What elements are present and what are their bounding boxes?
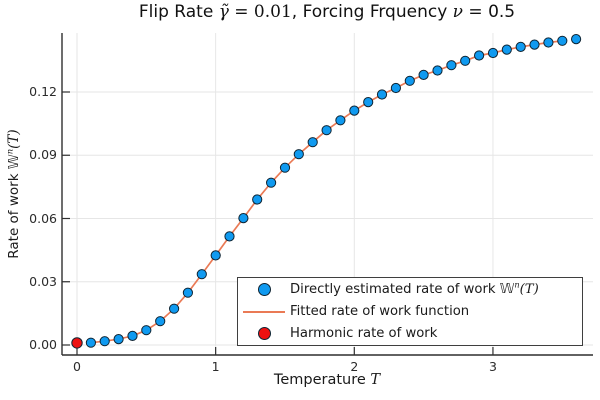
data-point (113, 334, 124, 345)
data-point (529, 39, 540, 50)
legend-marker-cell (238, 327, 290, 340)
legend-label-text: Directly estimated rate of work (290, 282, 500, 297)
data-point (501, 44, 512, 55)
harmonic-point (71, 337, 83, 349)
x-axis-label-text: Temperature (273, 372, 371, 388)
data-point (279, 162, 291, 173)
y-tick-label: 0.06 (29, 210, 57, 226)
data-point (293, 149, 304, 160)
chart-title: Flip Rate γ̃ = 0.01, Forcing Frquency ν … (62, 2, 592, 22)
data-point (446, 60, 457, 71)
data-point (266, 177, 277, 188)
data-point (390, 82, 401, 94)
title-gamma-value: = 0.01 (228, 2, 292, 22)
data-point (335, 115, 346, 126)
data-point (307, 137, 318, 148)
y-axis-label-paren: (T) (6, 129, 22, 149)
title-nu-value: = 0.5 (463, 2, 516, 22)
title-gamma-symbol: γ̃ (218, 2, 229, 22)
data-point (432, 65, 443, 76)
legend-label-fitted: Fitted rate of work function (290, 304, 470, 319)
x-axis-label: Temperature T (62, 372, 592, 388)
title-text-mid: , Forcing Frquency (291, 2, 453, 22)
data-point (321, 125, 332, 136)
x-tick-label: 2 (350, 359, 359, 374)
data-point (238, 213, 249, 224)
legend-label-paren: (T) (519, 282, 539, 297)
data-point (155, 316, 166, 327)
x-tick-label: 3 (488, 359, 497, 374)
data-point (571, 34, 582, 45)
data-point (196, 269, 207, 280)
legend-marker-cell (238, 310, 290, 313)
data-point (99, 336, 110, 347)
legend-label-estimated: Directly estimated rate of work 𝕎n(T) (290, 279, 539, 297)
data-point (487, 47, 499, 59)
legend-label-superscript: n (514, 279, 520, 290)
data-point (418, 69, 429, 81)
data-point (141, 325, 152, 336)
y-tick-label: 0.12 (29, 84, 57, 99)
data-point (557, 35, 568, 46)
legend-box: Directly estimated rate of work 𝕎n(T) Fi… (237, 277, 583, 346)
legend-label-w-symbol: 𝕎 (499, 282, 515, 297)
data-point (210, 250, 221, 261)
data-point (515, 41, 526, 53)
title-nu-symbol: ν (452, 2, 464, 22)
data-point (363, 97, 374, 108)
data-point (224, 231, 235, 242)
data-point (85, 337, 97, 348)
blue-circle-marker-icon (257, 283, 271, 296)
legend-item-harmonic: Harmonic rate of work (238, 323, 582, 344)
data-point (404, 75, 415, 86)
data-point (376, 89, 388, 100)
orange-line-marker-icon (243, 310, 285, 313)
x-axis-label-symbol: T (370, 372, 381, 388)
legend-marker-cell (238, 283, 290, 296)
title-text: Flip Rate (138, 2, 219, 22)
data-point (169, 303, 180, 314)
legend-item-estimated: Directly estimated rate of work 𝕎n(T) (238, 279, 582, 300)
data-point (127, 330, 138, 341)
y-axis-label-superscript: n (4, 148, 15, 155)
legend-label-harmonic: Harmonic rate of work (290, 326, 438, 341)
data-point (349, 105, 360, 116)
data-point (474, 50, 485, 61)
y-tick-label: 0.00 (29, 337, 57, 352)
data-point (543, 37, 554, 48)
x-tick-label: 0 (73, 359, 81, 374)
legend-item-fitted: Fitted rate of work function (238, 301, 582, 322)
x-tick-label: 1 (211, 359, 220, 374)
data-point (252, 194, 263, 205)
y-tick-label: 0.09 (29, 147, 57, 163)
red-circle-marker-icon (257, 327, 271, 340)
data-point (182, 287, 193, 298)
y-tick-label: 0.03 (29, 273, 57, 289)
data-point (460, 55, 471, 66)
